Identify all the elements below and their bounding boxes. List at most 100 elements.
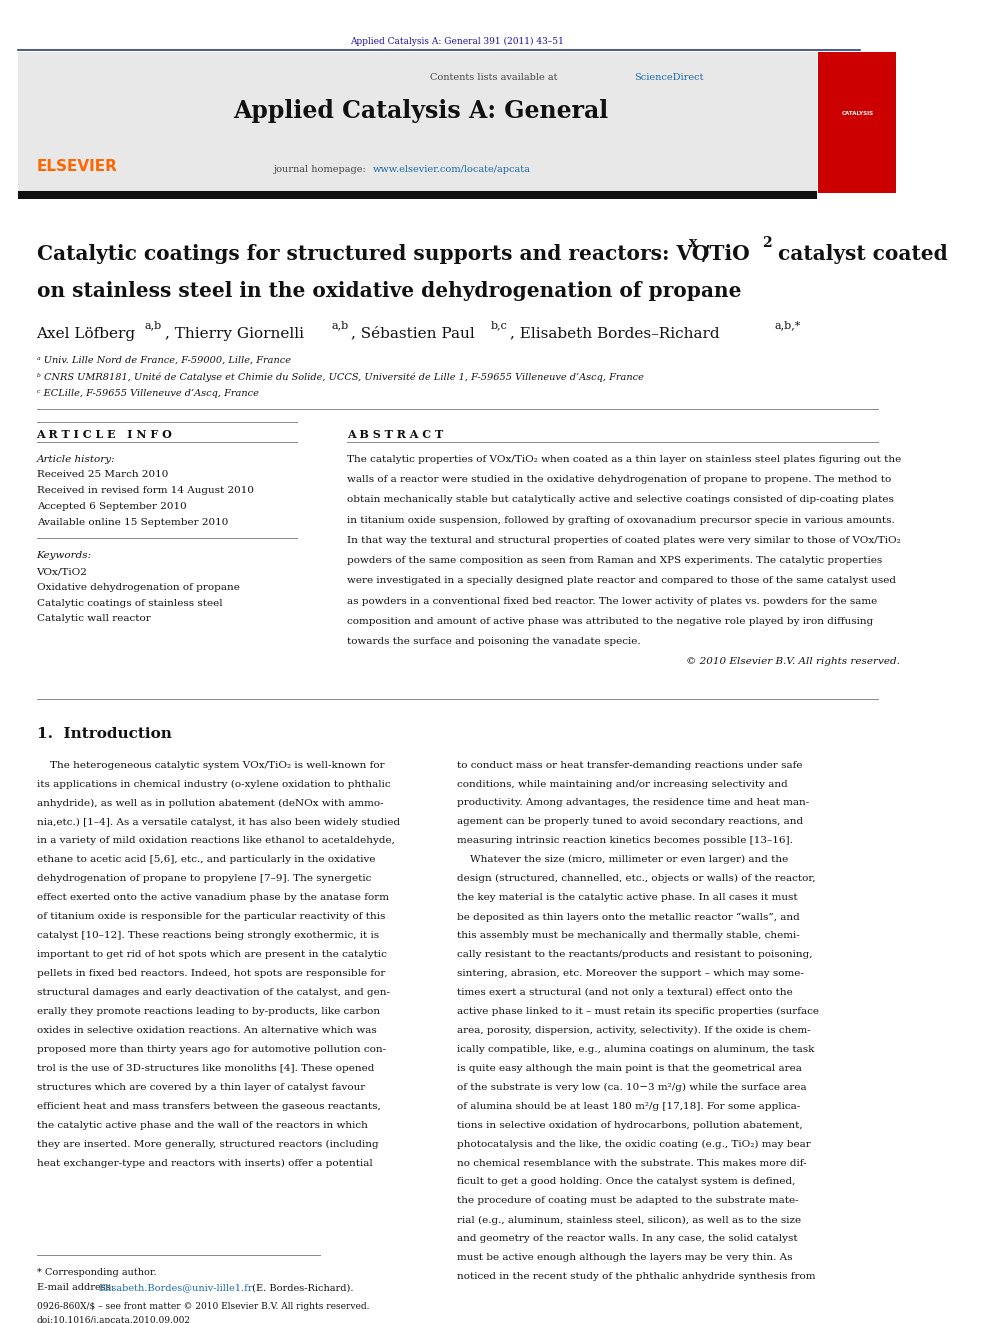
Bar — [18, 191, 816, 198]
Text: © 2010 Elsevier B.V. All rights reserved.: © 2010 Elsevier B.V. All rights reserved… — [685, 658, 900, 667]
Text: ELSEVIER: ELSEVIER — [37, 160, 117, 175]
Text: in a variety of mild oxidation reactions like ethanol to acetaldehyde,: in a variety of mild oxidation reactions… — [37, 836, 395, 845]
Text: (E. Bordes-Richard).: (E. Bordes-Richard). — [249, 1283, 353, 1293]
Text: this assembly must be mechanically and thermally stable, chemi-: this assembly must be mechanically and t… — [457, 931, 800, 941]
Text: effect exerted onto the active vanadium phase by the anatase form: effect exerted onto the active vanadium … — [37, 893, 389, 902]
Text: x: x — [688, 235, 696, 250]
FancyBboxPatch shape — [18, 53, 816, 193]
Text: ᵃ Univ. Lille Nord de France, F-59000, Lille, France: ᵃ Univ. Lille Nord de France, F-59000, L… — [37, 356, 291, 364]
Text: proposed more than thirty years ago for automotive pollution con-: proposed more than thirty years ago for … — [37, 1045, 386, 1054]
Text: photocatalysis and the like, the oxidic coating (e.g., TiO₂) may bear: photocatalysis and the like, the oxidic … — [457, 1139, 810, 1148]
Text: be deposited as thin layers onto the metallic reactor “walls”, and: be deposited as thin layers onto the met… — [457, 912, 800, 922]
Text: in titanium oxide suspension, followed by grafting of oxovanadium precursor spec: in titanium oxide suspension, followed b… — [347, 516, 895, 524]
Text: heat exchanger-type and reactors with inserts) offer a potential: heat exchanger-type and reactors with in… — [37, 1159, 372, 1168]
Text: anhydride), as well as in pollution abatement (deNOx with ammo-: anhydride), as well as in pollution abat… — [37, 799, 383, 807]
Text: its applications in chemical industry (o-xylene oxidation to phthalic: its applications in chemical industry (o… — [37, 779, 390, 789]
Text: the procedure of coating must be adapted to the substrate mate-: the procedure of coating must be adapted… — [457, 1196, 799, 1205]
Text: , Sébastien Paul: , Sébastien Paul — [351, 327, 475, 341]
Text: must be active enough although the layers may be very thin. As: must be active enough although the layer… — [457, 1253, 793, 1262]
Text: rial (e.g., aluminum, stainless steel, silicon), as well as to the size: rial (e.g., aluminum, stainless steel, s… — [457, 1216, 802, 1225]
Text: a,b,*: a,b,* — [775, 320, 801, 331]
Text: Article history:: Article history: — [37, 455, 115, 464]
Text: important to get rid of hot spots which are present in the catalytic: important to get rid of hot spots which … — [37, 950, 387, 959]
Text: noticed in the recent study of the phthalic anhydride synthesis from: noticed in the recent study of the phtha… — [457, 1273, 815, 1281]
Text: the key material is the catalytic active phase. In all cases it must: the key material is the catalytic active… — [457, 893, 798, 902]
Text: CATALYSIS: CATALYSIS — [841, 111, 874, 116]
Text: composition and amount of active phase was attributed to the negative role playe: composition and amount of active phase w… — [347, 617, 874, 626]
Text: the catalytic active phase and the wall of the reactors in which: the catalytic active phase and the wall … — [37, 1121, 367, 1130]
Text: Applied Catalysis A: General 391 (2011) 43–51: Applied Catalysis A: General 391 (2011) … — [350, 37, 564, 46]
Text: 2: 2 — [762, 235, 772, 250]
Text: measuring intrinsic reaction kinetics becomes possible [13–16].: measuring intrinsic reaction kinetics be… — [457, 836, 793, 845]
Text: b,c: b,c — [491, 320, 508, 331]
Text: towards the surface and poisoning the vanadate specie.: towards the surface and poisoning the va… — [347, 638, 641, 646]
Text: 1.  Introduction: 1. Introduction — [37, 726, 172, 741]
Text: no chemical resemblance with the substrate. This makes more dif-: no chemical resemblance with the substra… — [457, 1159, 806, 1167]
Text: sintering, abrasion, etc. Moreover the support – which may some-: sintering, abrasion, etc. Moreover the s… — [457, 968, 805, 978]
Text: nia,etc.) [1–4]. As a versatile catalyst, it has also been widely studied: nia,etc.) [1–4]. As a versatile catalyst… — [37, 818, 400, 827]
Text: VOx/TiO2: VOx/TiO2 — [37, 568, 87, 577]
Text: area, porosity, dispersion, activity, selectivity). If the oxide is chem-: area, porosity, dispersion, activity, se… — [457, 1025, 810, 1035]
Text: times exert a structural (and not only a textural) effect onto the: times exert a structural (and not only a… — [457, 988, 793, 998]
Text: In that way the textural and structural properties of coated plates were very si: In that way the textural and structural … — [347, 536, 901, 545]
Text: structural damages and early deactivation of the catalyst, and gen-: structural damages and early deactivatio… — [37, 988, 390, 998]
Text: E-mail address:: E-mail address: — [37, 1283, 117, 1293]
Text: doi:10.1016/j.apcata.2010.09.002: doi:10.1016/j.apcata.2010.09.002 — [37, 1316, 190, 1323]
FancyBboxPatch shape — [818, 53, 896, 193]
Text: Applied Catalysis A: General: Applied Catalysis A: General — [233, 99, 608, 123]
Text: A B S T R A C T: A B S T R A C T — [347, 429, 443, 439]
Text: oxides in selective oxidation reactions. An alternative which was: oxides in selective oxidation reactions.… — [37, 1025, 376, 1035]
Text: of alumina should be at least 180 m²/g [17,18]. For some applica-: of alumina should be at least 180 m²/g [… — [457, 1102, 801, 1111]
Text: ethane to acetic acid [5,6], etc., and particularly in the oxidative: ethane to acetic acid [5,6], etc., and p… — [37, 856, 375, 864]
Text: is quite easy although the main point is that the geometrical area: is quite easy although the main point is… — [457, 1064, 803, 1073]
Text: and geometry of the reactor walls. In any case, the solid catalyst: and geometry of the reactor walls. In an… — [457, 1234, 798, 1244]
Text: design (structured, channelled, etc., objects or walls) of the reactor,: design (structured, channelled, etc., ob… — [457, 875, 815, 884]
Text: Catalytic coatings for structured supports and reactors: VO: Catalytic coatings for structured suppor… — [37, 245, 709, 265]
Text: * Corresponding author.: * Corresponding author. — [37, 1267, 156, 1277]
Text: catalyst [10–12]. These reactions being strongly exothermic, it is: catalyst [10–12]. These reactions being … — [37, 931, 379, 941]
Text: ᶜ ECLille, F-59655 Villeneuve d’Ascq, France: ᶜ ECLille, F-59655 Villeneuve d’Ascq, Fr… — [37, 389, 259, 398]
Text: catalyst coated: catalyst coated — [771, 245, 947, 265]
Text: Catalytic coatings of stainless steel: Catalytic coatings of stainless steel — [37, 598, 222, 607]
Text: active phase linked to it – must retain its specific properties (surface: active phase linked to it – must retain … — [457, 1007, 819, 1016]
Text: pellets in fixed bed reactors. Indeed, hot spots are responsible for: pellets in fixed bed reactors. Indeed, h… — [37, 968, 385, 978]
Text: dehydrogenation of propane to propylene [7–9]. The synergetic: dehydrogenation of propane to propylene … — [37, 875, 371, 884]
Text: trol is the use of 3D-structures like monoliths [4]. These opened: trol is the use of 3D-structures like mo… — [37, 1064, 374, 1073]
Text: a,b: a,b — [145, 320, 162, 331]
Text: ScienceDirect: ScienceDirect — [634, 73, 703, 82]
Text: Elisabeth.Bordes@univ-lille1.fr: Elisabeth.Bordes@univ-lille1.fr — [99, 1283, 253, 1293]
Text: Accepted 6 September 2010: Accepted 6 September 2010 — [37, 501, 186, 511]
Text: on stainless steel in the oxidative dehydrogenation of propane: on stainless steel in the oxidative dehy… — [37, 280, 741, 300]
Text: they are inserted. More generally, structured reactors (including: they are inserted. More generally, struc… — [37, 1139, 378, 1148]
Text: , Elisabeth Bordes–Richard: , Elisabeth Bordes–Richard — [510, 327, 720, 341]
Text: Received 25 March 2010: Received 25 March 2010 — [37, 471, 168, 479]
Text: Whatever the size (micro, millimeter or even larger) and the: Whatever the size (micro, millimeter or … — [457, 856, 789, 864]
Text: , Thierry Giornelli: , Thierry Giornelli — [165, 327, 304, 341]
Text: ficult to get a good holding. Once the catalyst system is defined,: ficult to get a good holding. Once the c… — [457, 1177, 796, 1187]
Text: cally resistant to the reactants/products and resistant to poisoning,: cally resistant to the reactants/product… — [457, 950, 812, 959]
Text: Available online 15 September 2010: Available online 15 September 2010 — [37, 517, 228, 527]
Text: as powders in a conventional fixed bed reactor. The lower activity of plates vs.: as powders in a conventional fixed bed r… — [347, 597, 878, 606]
Text: erally they promote reactions leading to by-products, like carbon: erally they promote reactions leading to… — [37, 1007, 380, 1016]
Text: powders of the same composition as seen from Raman and XPS experiments. The cata: powders of the same composition as seen … — [347, 556, 883, 565]
Text: www.elsevier.com/locate/apcata: www.elsevier.com/locate/apcata — [373, 164, 531, 173]
Text: agement can be properly tuned to avoid secondary reactions, and: agement can be properly tuned to avoid s… — [457, 818, 804, 827]
Text: Received in revised form 14 August 2010: Received in revised form 14 August 2010 — [37, 486, 254, 495]
Text: A R T I C L E   I N F O: A R T I C L E I N F O — [37, 429, 173, 439]
Text: ically compatible, like, e.g., alumina coatings on aluminum, the task: ically compatible, like, e.g., alumina c… — [457, 1045, 814, 1054]
Text: Catalytic wall reactor: Catalytic wall reactor — [37, 614, 151, 623]
Text: were investigated in a specially designed plate reactor and compared to those of: were investigated in a specially designe… — [347, 577, 897, 585]
Text: efficient heat and mass transfers between the gaseous reactants,: efficient heat and mass transfers betwee… — [37, 1102, 380, 1111]
Text: Contents lists available at: Contents lists available at — [430, 73, 560, 82]
Text: Keywords:: Keywords: — [37, 552, 91, 561]
Text: Oxidative dehydrogenation of propane: Oxidative dehydrogenation of propane — [37, 583, 239, 591]
Text: productivity. Among advantages, the residence time and heat man-: productivity. Among advantages, the resi… — [457, 799, 809, 807]
Text: walls of a reactor were studied in the oxidative dehydrogenation of propane to p: walls of a reactor were studied in the o… — [347, 475, 892, 484]
Text: ᵇ CNRS UMR8181, Unité de Catalyse et Chimie du Solide, UCCS, Université de Lille: ᵇ CNRS UMR8181, Unité de Catalyse et Chi… — [37, 373, 644, 382]
Text: /TiO: /TiO — [702, 245, 750, 265]
Text: Axel Löfberg: Axel Löfberg — [37, 327, 136, 341]
Text: a,b: a,b — [332, 320, 349, 331]
Text: of the substrate is very low (ca. 10−3 m²/g) while the surface area: of the substrate is very low (ca. 10−3 m… — [457, 1082, 806, 1091]
Text: structures which are covered by a thin layer of catalyst favour: structures which are covered by a thin l… — [37, 1082, 365, 1091]
Text: obtain mechanically stable but catalytically active and selective coatings consi: obtain mechanically stable but catalytic… — [347, 495, 895, 504]
